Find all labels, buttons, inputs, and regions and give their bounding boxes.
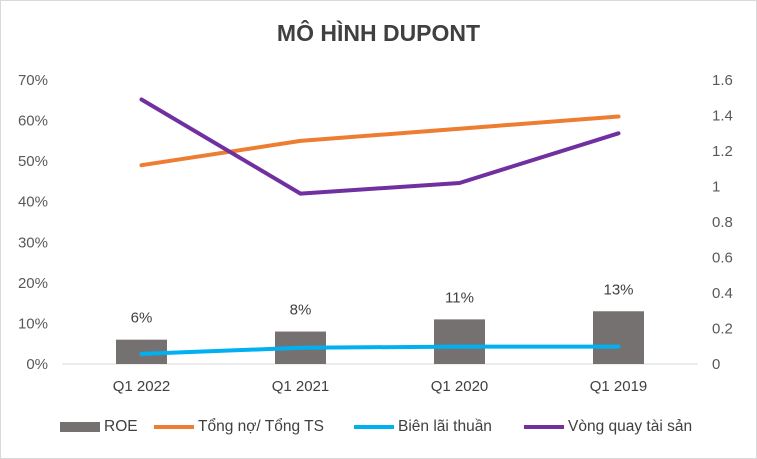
data-label-roe: 11% [445, 289, 474, 306]
left-axis-tick-label: 10% [18, 315, 48, 332]
line-debt-ratio [139, 114, 621, 168]
right-axis-tick-label: 1.6 [712, 72, 733, 89]
legend-item-net-margin: Biên lãi thuần [354, 416, 492, 438]
right-axis-tick-label: 0.4 [712, 285, 733, 302]
right-axis-tick-label: 1.2 [712, 143, 733, 160]
left-axis-tick-label: 50% [18, 153, 48, 170]
legend-label-debt-ratio: Tổng nợ/ Tổng TS [198, 418, 324, 435]
left-axis-tick-label: 20% [18, 275, 48, 292]
legend-item-roe: ROE [60, 416, 138, 438]
legend-swatch-roe [60, 422, 100, 432]
legend-swatch-net-margin [354, 425, 394, 429]
left-axis-tick-label: 30% [18, 234, 48, 251]
legend-label-asset-turnover: Vòng quay tài sản [568, 418, 693, 435]
legend: ROE Tổng nợ/ Tổng TS Biên lãi thuần Vòng… [0, 416, 757, 440]
line-asset-turnover [139, 97, 621, 196]
legend-swatch-asset-turnover [524, 425, 564, 429]
data-label-roe: 13% [603, 281, 633, 298]
x-axis-category-label: Q1 2022 [113, 378, 171, 395]
legend-label-roe: ROE [104, 418, 138, 435]
bar-roe [434, 319, 485, 364]
x-axis-category-label: Q1 2019 [590, 378, 648, 395]
legend-item-asset-turnover: Vòng quay tài sản [524, 416, 692, 438]
x-axis-category-label: Q1 2020 [431, 378, 489, 395]
legend-label-net-margin: Biên lãi thuần [398, 418, 492, 435]
line-net-margin [139, 344, 621, 356]
left-axis-tick-label: 0% [26, 356, 48, 373]
right-axis-tick-label: 0 [712, 356, 720, 373]
left-axis-tick-label: 40% [18, 194, 48, 211]
data-label-roe: 8% [290, 302, 312, 319]
left-axis-tick-label: 60% [18, 113, 48, 130]
right-axis-tick-label: 1.4 [712, 108, 733, 125]
left-axis-tick-label: 70% [18, 72, 48, 89]
bar-roe [593, 311, 644, 364]
legend-item-debt-ratio: Tổng nợ/ Tổng TS [154, 416, 324, 438]
right-axis-tick-label: 0.6 [712, 250, 733, 267]
x-axis-category-label: Q1 2021 [272, 378, 330, 395]
legend-swatch-debt-ratio [154, 425, 194, 429]
data-label-roe: 6% [131, 310, 153, 327]
chart-title: MÔ HÌNH DUPONT [276, 20, 481, 46]
right-axis-tick-label: 1 [712, 179, 720, 196]
right-axis-tick-label: 0.2 [712, 321, 733, 338]
right-axis-tick-label: 0.8 [712, 214, 733, 231]
